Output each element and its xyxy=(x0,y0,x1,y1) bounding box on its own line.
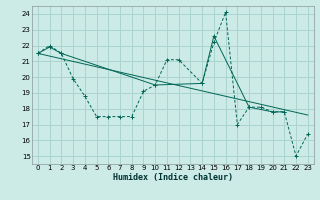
X-axis label: Humidex (Indice chaleur): Humidex (Indice chaleur) xyxy=(113,173,233,182)
